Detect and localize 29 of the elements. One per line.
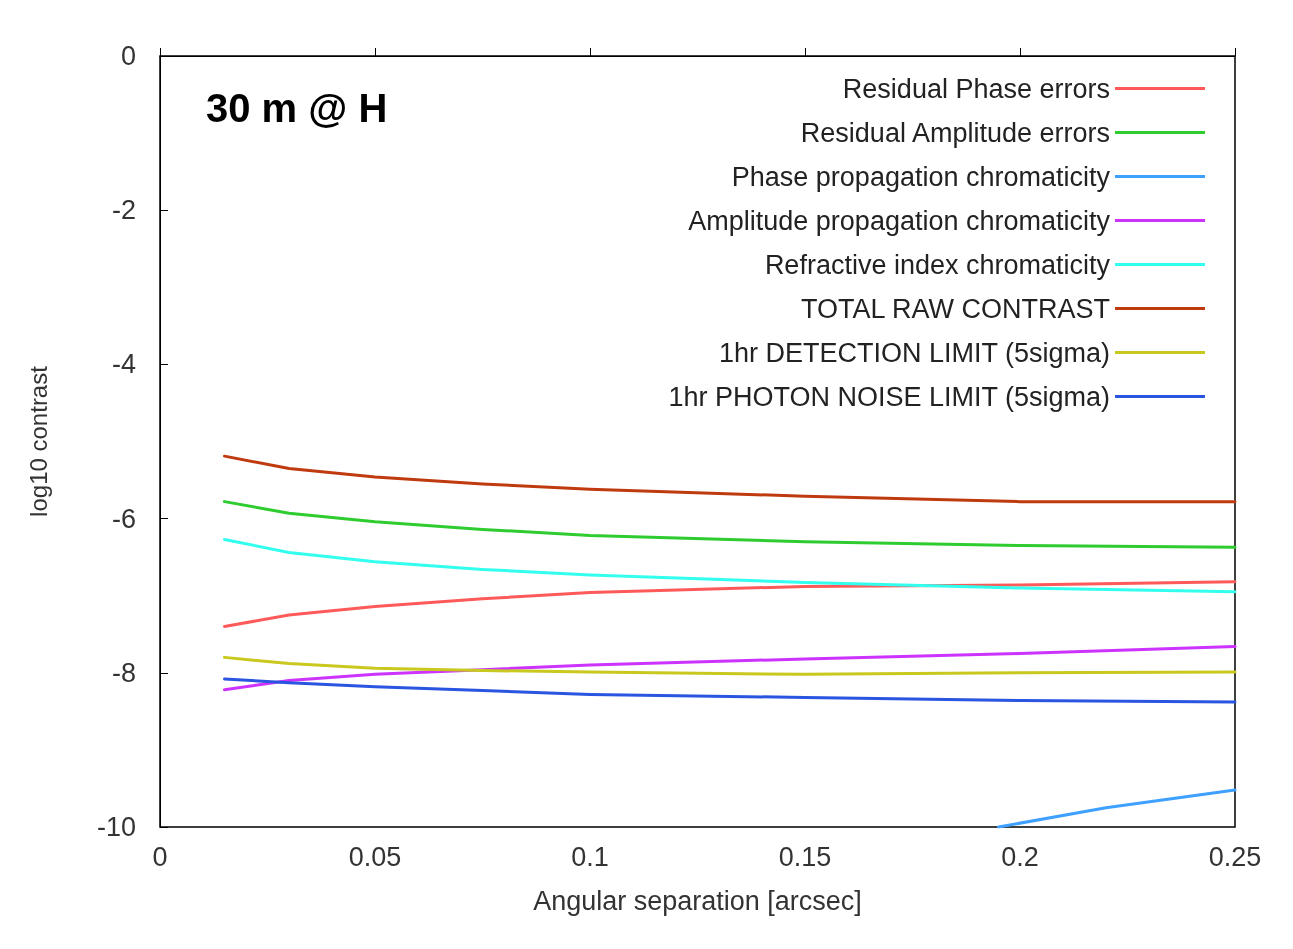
y-tick-label: -4 [111,349,136,380]
x-tick-label: 0 [152,841,168,872]
legend-label: 1hr PHOTON NOISE LIMIT (5sigma) [668,381,1110,412]
x-tick-label: 0.15 [778,841,832,872]
annotation: 30 m @ H [206,86,388,130]
legend-label: Phase propagation chromaticity [731,161,1111,192]
legend-label: Residual Phase errors [842,73,1110,104]
x-tick-label: 0.2 [1001,841,1039,872]
legend-label: Residual Amplitude errors [800,117,1110,148]
legend-label: TOTAL RAW CONTRAST [800,293,1110,324]
legend-label: Refractive index chromaticity [764,249,1111,280]
x-tick-label: 0.1 [571,841,609,872]
x-axis-title: Angular separation [arcsec] [533,885,862,916]
line-series [223,655,1237,676]
y-tick-label: -8 [111,657,136,688]
y-tick-label: -6 [111,503,136,534]
y-tick-label: -10 [96,812,136,842]
y-tick-label: -2 [111,195,136,226]
line-series [223,677,1237,704]
line-series [223,537,1237,594]
line-series [223,500,1237,549]
x-tick-label: 0.05 [348,841,402,872]
line-series [223,645,1237,692]
legend-label: Amplitude propagation chromaticity [688,205,1111,236]
x-tick-label: 0.25 [1208,841,1262,872]
legend-label: 1hr DETECTION LIMIT (5sigma) [718,337,1110,368]
y-tick-label: 0 [120,41,136,71]
y-axis-title: log10 contrast [24,365,52,517]
line-series [223,454,1237,504]
